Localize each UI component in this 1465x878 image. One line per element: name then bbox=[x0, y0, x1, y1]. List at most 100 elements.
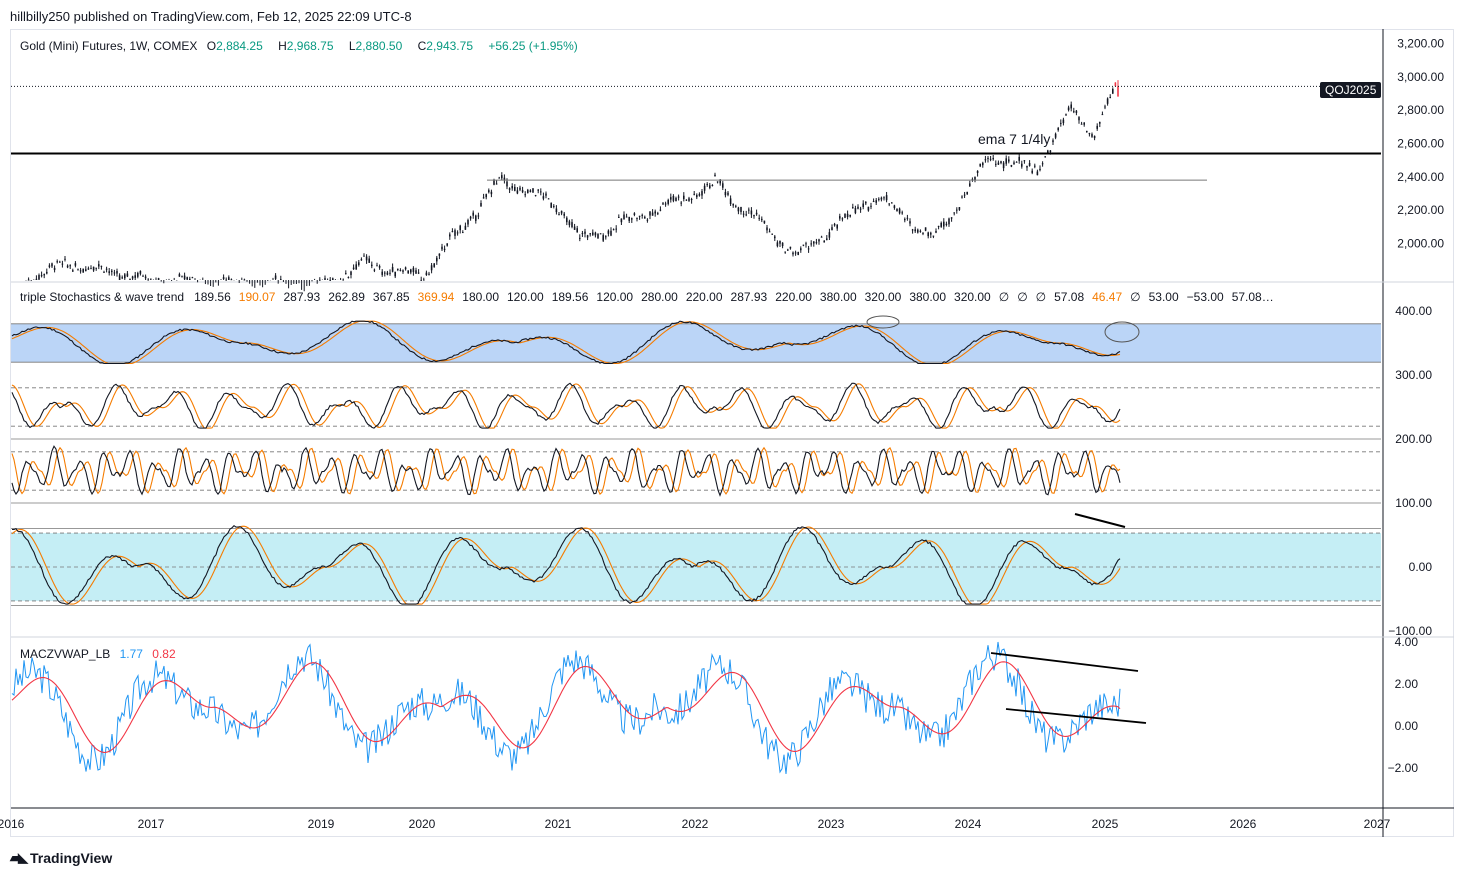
candle-body bbox=[1054, 133, 1057, 138]
candle-body bbox=[462, 232, 464, 234]
stoch-band-1 bbox=[11, 323, 1381, 363]
candle-body bbox=[469, 216, 472, 219]
candle-body bbox=[628, 216, 630, 221]
price-tick-label: 3,000.00 bbox=[1397, 70, 1444, 84]
candle-body bbox=[852, 207, 854, 209]
candle-body bbox=[43, 274, 45, 276]
candle-body bbox=[1023, 160, 1026, 162]
candle-body bbox=[948, 218, 950, 225]
macz-tick-label: 2.00 bbox=[1395, 677, 1419, 691]
candle-body bbox=[558, 214, 560, 216]
candle-body bbox=[1114, 82, 1117, 87]
candle-body bbox=[48, 265, 51, 267]
candle-body bbox=[537, 189, 539, 191]
candle-body bbox=[802, 244, 805, 246]
candle-body bbox=[1052, 140, 1054, 143]
candle-body bbox=[592, 232, 594, 235]
stoch-tick-label: 400.00 bbox=[1395, 304, 1432, 318]
stoch-legend-value: 262.89 bbox=[328, 290, 365, 304]
stoch-slow-line bbox=[11, 320, 1121, 365]
candle-body bbox=[857, 206, 859, 209]
stoch-legend-value: 189.56 bbox=[194, 290, 231, 304]
candle-body bbox=[425, 272, 428, 275]
candle-body bbox=[40, 275, 43, 277]
candle-body bbox=[995, 163, 997, 165]
candle-body bbox=[885, 195, 888, 201]
candle-body bbox=[963, 194, 966, 196]
candle-body bbox=[410, 269, 412, 273]
candle-body bbox=[503, 177, 506, 180]
tradingview-logo[interactable]: ▰◣ TradingView bbox=[10, 850, 112, 866]
candle-body bbox=[124, 274, 126, 279]
candle-body bbox=[1026, 165, 1028, 168]
ema-annotation: ema 7 1/4ly bbox=[978, 131, 1050, 147]
candle-body bbox=[1039, 168, 1041, 171]
candle-body bbox=[428, 273, 430, 275]
candle-body bbox=[719, 179, 721, 184]
stoch-legend-value: 57.08… bbox=[1231, 290, 1274, 304]
candle-body bbox=[82, 268, 84, 273]
candle-body bbox=[1070, 104, 1072, 109]
candle-body bbox=[1075, 110, 1078, 113]
time-axis-label: 2025 bbox=[1092, 817, 1119, 831]
candle-body bbox=[644, 216, 646, 219]
candle-body bbox=[186, 277, 188, 280]
candle-body bbox=[800, 248, 802, 251]
macz-legend: MACZVWAP_LB 1.77 0.82 bbox=[20, 647, 182, 661]
candle-body bbox=[612, 229, 615, 231]
candle-body bbox=[90, 268, 92, 270]
candle-body bbox=[950, 217, 953, 219]
candle-body bbox=[711, 184, 714, 187]
macz-indicator-name[interactable]: MACZVWAP_LB bbox=[20, 647, 111, 661]
candle-body bbox=[1057, 128, 1059, 131]
candle-body bbox=[477, 215, 480, 217]
stoch-fast-line bbox=[11, 445, 1121, 497]
candle-body bbox=[664, 203, 667, 205]
candle-body bbox=[794, 252, 797, 254]
candle-body bbox=[932, 235, 935, 237]
candle-body bbox=[581, 233, 584, 235]
candle-body bbox=[560, 210, 563, 214]
candle-body bbox=[706, 184, 708, 186]
candle-body bbox=[969, 183, 971, 186]
candle-body bbox=[222, 277, 225, 279]
candle-body bbox=[763, 220, 766, 224]
candle-body bbox=[1034, 165, 1036, 167]
candle-body bbox=[506, 181, 508, 187]
candle-body bbox=[831, 227, 833, 230]
candle-body bbox=[347, 277, 350, 279]
candle-body bbox=[792, 252, 794, 255]
stoch-legend-value: 190.07 bbox=[238, 290, 276, 304]
candle-body bbox=[966, 191, 968, 195]
candle-body bbox=[737, 207, 740, 212]
stoch-tick-label: −100.00 bbox=[1388, 624, 1432, 638]
candle-body bbox=[147, 279, 149, 281]
highlight-ellipse bbox=[866, 315, 900, 329]
time-axis-label: 2022 bbox=[682, 817, 709, 831]
candle-body bbox=[79, 270, 82, 272]
candle-body bbox=[1005, 158, 1007, 164]
time-axis-label: 2026 bbox=[1230, 817, 1257, 831]
symbol-label[interactable]: Gold (Mini) Futures, 1W, COMEX bbox=[20, 39, 198, 53]
candle-body bbox=[529, 190, 532, 192]
candle-body bbox=[53, 267, 56, 271]
candle-body bbox=[542, 196, 545, 199]
candle-body bbox=[103, 271, 105, 273]
candle-body bbox=[511, 186, 513, 189]
candle-body bbox=[485, 194, 487, 198]
candle-body bbox=[865, 201, 867, 204]
candle-body bbox=[1099, 122, 1101, 124]
candle-body bbox=[789, 246, 792, 249]
main-legend: Gold (Mini) Futures, 1W, COMEX O2,884.25… bbox=[20, 39, 584, 53]
stoch-legend-value: 53.00 bbox=[1148, 290, 1179, 304]
candle-body bbox=[126, 273, 129, 277]
candle-body bbox=[690, 198, 693, 201]
last-price-tag[interactable]: QOJ2025 bbox=[1320, 82, 1382, 98]
candle-body bbox=[709, 185, 711, 188]
candle-body bbox=[919, 230, 922, 232]
stoch-indicator-name[interactable]: triple Stochastics & wave trend bbox=[20, 290, 185, 304]
candle-body bbox=[446, 243, 448, 246]
macz-value-1: 1.77 bbox=[119, 647, 143, 661]
candle-body bbox=[714, 174, 716, 177]
